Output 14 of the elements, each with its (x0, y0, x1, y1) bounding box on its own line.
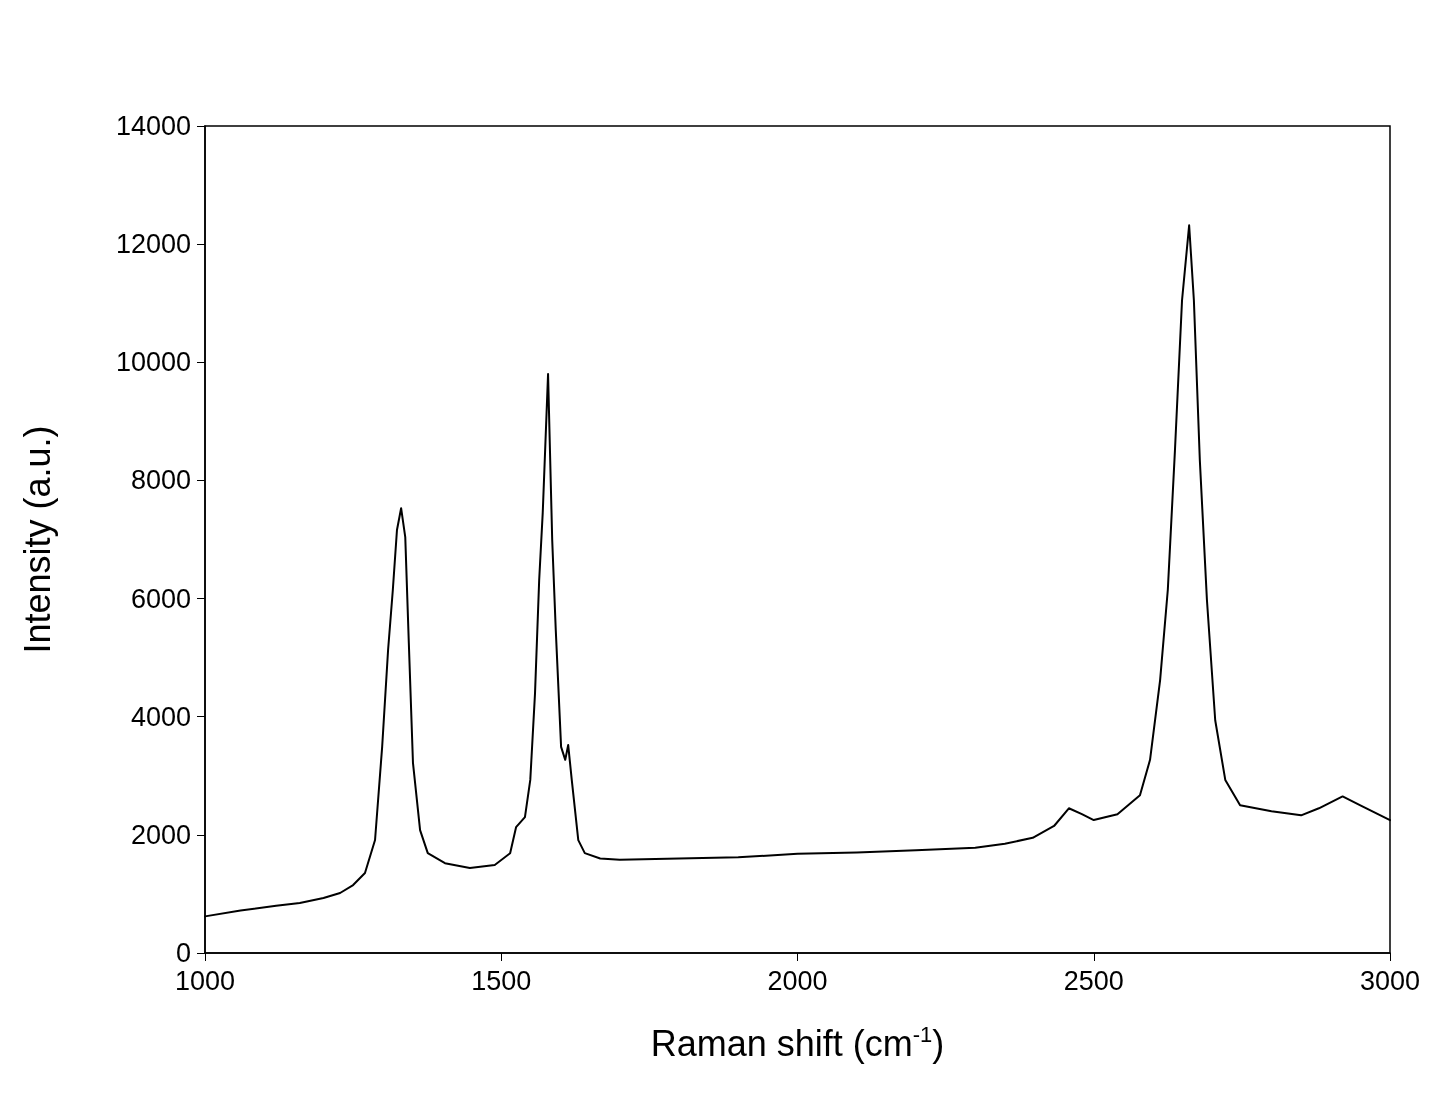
x-tick-label: 3000 (1359, 965, 1421, 996)
x-tick-label: 1000 (174, 965, 236, 996)
y-tick-label: 0 (175, 938, 191, 968)
x-tick-label: 2000 (767, 965, 828, 996)
y-tick-label: 4000 (130, 701, 191, 732)
y-tick-label: 2000 (130, 819, 191, 850)
y-tick-label: 12000 (115, 229, 191, 260)
y-tick-label: 6000 (130, 583, 191, 614)
x-tick-label: 2500 (1063, 965, 1124, 996)
y-tick-label: 10000 (115, 347, 191, 378)
y-tick-label: 14000 (115, 111, 191, 141)
y-tick-label: 8000 (130, 465, 191, 496)
y-axis-title: Intensity (a.u.) (16, 425, 58, 654)
x-tick-label: 1500 (471, 965, 532, 996)
